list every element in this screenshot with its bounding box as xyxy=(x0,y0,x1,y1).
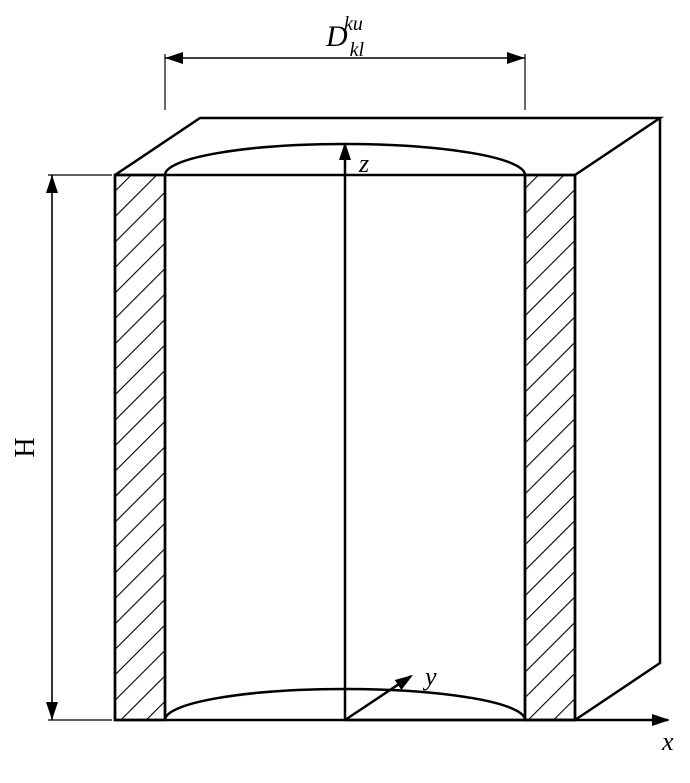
label-y: y xyxy=(422,662,437,691)
label-z: z xyxy=(358,149,369,178)
wall-section-left xyxy=(115,175,165,720)
label-x: x xyxy=(661,727,674,756)
label-H: H xyxy=(10,437,41,457)
wall-section-right xyxy=(525,175,575,720)
label-D-sup: ku xyxy=(344,13,363,35)
label-D-sub: kl xyxy=(350,39,365,61)
